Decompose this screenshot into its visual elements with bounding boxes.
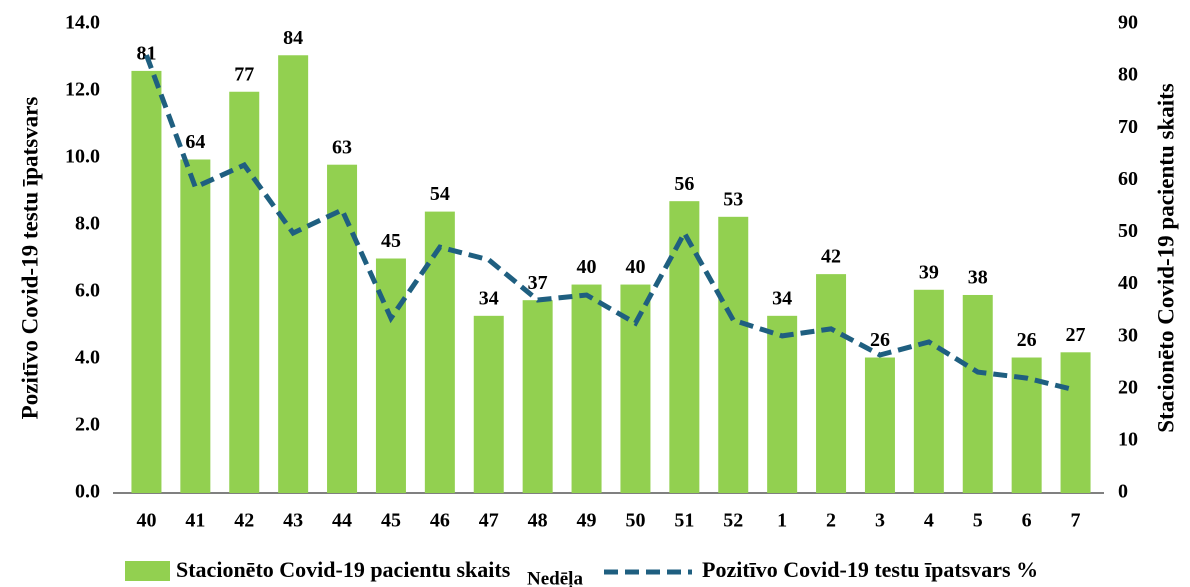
data-label: 34 (772, 287, 792, 309)
data-label: 27 (1066, 324, 1086, 346)
data-label: 26 (1017, 329, 1037, 351)
y2-tick-label: 40 (1118, 272, 1138, 294)
data-label: 56 (674, 173, 694, 195)
data-label: 64 (185, 131, 205, 153)
y-tick-label: 8.0 (75, 213, 100, 235)
data-label: 40 (625, 256, 645, 278)
data-label: 26 (870, 329, 890, 351)
y2-tick-label: 10 (1118, 428, 1138, 450)
x-tick-label: 5 (973, 510, 983, 532)
bar (522, 300, 553, 493)
data-label: 40 (577, 256, 597, 278)
y-tick-label: 6.0 (75, 280, 100, 302)
legend-swatch (125, 561, 170, 581)
bar (180, 159, 211, 493)
y-tick-label: 4.0 (75, 347, 100, 369)
legend-label: Pozitīvo Covid-19 testu īpatsvars % (702, 557, 1038, 582)
data-label: 38 (968, 267, 988, 289)
data-label: 53 (723, 188, 743, 210)
x-axis-title: Nedēļa (527, 568, 583, 587)
x-tick-label: 52 (723, 510, 743, 532)
x-tick-label: 50 (625, 510, 645, 532)
x-tick-label: 51 (674, 510, 694, 532)
bar (962, 294, 993, 493)
x-tick-label: 44 (332, 510, 352, 532)
y2-tick-label: 70 (1118, 116, 1138, 138)
bar (1060, 352, 1091, 493)
y-tick-label: 2.0 (75, 414, 100, 436)
y2-tick-label: 80 (1118, 64, 1138, 86)
legend-label: Stacionēto Covid-19 pacientu skaits (176, 557, 511, 582)
x-tick-label: 40 (136, 510, 156, 532)
bar (571, 284, 602, 493)
x-tick-label: 46 (430, 510, 450, 532)
y2-tick-label: 30 (1118, 324, 1138, 346)
bar (229, 91, 260, 493)
y-tick-label: 14.0 (65, 12, 100, 34)
y2-tick-label: 0 (1118, 481, 1128, 503)
x-tick-label: 41 (185, 510, 205, 532)
bar (278, 55, 309, 494)
y2-tick-label: 20 (1118, 376, 1138, 398)
x-tick-label: 42 (234, 510, 254, 532)
data-label: 34 (479, 287, 499, 309)
x-tick-label: 3 (875, 510, 885, 532)
bar (131, 70, 162, 494)
bar (767, 315, 798, 493)
x-tick-label: 48 (528, 510, 548, 532)
bar (669, 201, 700, 493)
bar (473, 315, 504, 493)
y-axis-title: Pozitīvo Covid-19 testu īpatsvars (17, 97, 42, 420)
data-label: 77 (234, 63, 254, 85)
y2-tick-label: 90 (1118, 12, 1138, 34)
data-label: 42 (821, 246, 841, 268)
y-tick-label: 12.0 (65, 79, 100, 101)
x-tick-label: 6 (1022, 510, 1032, 532)
x-tick-label: 1 (777, 510, 787, 532)
bar (327, 164, 358, 493)
x-tick-label: 45 (381, 510, 401, 532)
data-label: 37 (528, 272, 548, 294)
x-tick-label: 49 (577, 510, 597, 532)
data-label: 39 (919, 261, 939, 283)
y2-tick-label: 50 (1118, 220, 1138, 242)
data-label: 81 (136, 42, 156, 64)
y2-tick-label: 60 (1118, 168, 1138, 190)
y2-axis-title: Stacionēto Covid-19 pacientu skaits (1153, 83, 1178, 433)
x-tick-label: 2 (826, 510, 836, 532)
x-tick-label: 7 (1071, 510, 1081, 532)
y-tick-label: 0.0 (75, 481, 100, 503)
bar (913, 289, 944, 493)
data-label: 84 (283, 27, 303, 49)
bar (424, 211, 455, 493)
data-label: 63 (332, 136, 352, 158)
data-label: 54 (430, 183, 450, 205)
bar (718, 216, 749, 494)
x-tick-label: 4 (924, 510, 934, 532)
bar (864, 357, 895, 493)
x-tick-label: 47 (479, 510, 499, 532)
line (144, 54, 1077, 393)
x-tick-label: 43 (283, 510, 303, 532)
data-label: 45 (381, 230, 401, 252)
y-tick-label: 10.0 (65, 146, 100, 168)
bar (816, 274, 847, 493)
